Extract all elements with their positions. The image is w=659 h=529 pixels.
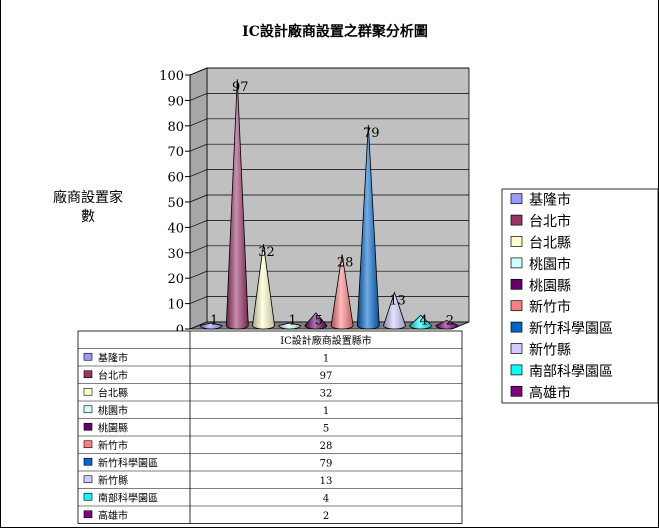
y-tick-label: 80 — [167, 120, 184, 135]
table-row-value: 4 — [323, 493, 329, 504]
legend-swatch — [510, 343, 523, 354]
gridline-depth — [189, 67, 208, 76]
cone-mark — [252, 244, 275, 330]
table-row-name: 南部科學園區 — [98, 491, 158, 504]
gridline-depth — [189, 169, 208, 177]
legend-entry: 台北市 — [529, 213, 571, 230]
y-axis-label-cont: 數 — [81, 209, 95, 225]
table-row-name: 高雄市 — [98, 509, 128, 522]
y-tick-label: 100 — [159, 69, 184, 84]
table-swatch — [83, 440, 93, 449]
table-swatch — [83, 405, 93, 414]
table-row-value: 1 — [323, 406, 329, 417]
table-row-name: 台北市 — [98, 369, 128, 382]
data-label: 28 — [337, 255, 354, 270]
y-tick-label: 40 — [167, 221, 184, 236]
gridline-depth — [189, 194, 208, 203]
table-row-value: 97 — [320, 371, 333, 382]
table-swatch — [83, 457, 93, 466]
legend-entry: 台北縣 — [529, 236, 571, 252]
legend-swatch — [510, 300, 523, 312]
y-tick-label: 60 — [167, 171, 184, 186]
data-label: 4 — [420, 314, 428, 329]
data-table — [77, 330, 463, 524]
table-row-value: 5 — [323, 423, 329, 434]
legend-swatch — [510, 364, 523, 376]
cone-mark — [225, 79, 249, 330]
table-row-name: 基隆市 — [98, 351, 128, 364]
legend-entry: 南部科學園區 — [529, 364, 613, 380]
cone-mark — [278, 322, 302, 330]
table-row-value: 1 — [323, 353, 329, 364]
data-label: 13 — [389, 293, 406, 308]
legend-entry: 基隆市 — [529, 192, 571, 209]
table-row-name: 桃園市 — [98, 404, 128, 417]
legend-entry: 高雄市 — [529, 384, 571, 401]
data-label: 97 — [232, 80, 249, 95]
table-swatch — [83, 422, 93, 431]
cone-mark — [356, 124, 380, 330]
legend-swatch — [510, 321, 523, 333]
gridline-depth — [189, 270, 208, 279]
legend-swatch — [510, 278, 523, 290]
table-swatch — [83, 510, 93, 519]
table-row-value: 79 — [320, 458, 333, 469]
table-swatch — [83, 352, 93, 361]
table-row-name: 新竹市 — [98, 439, 128, 452]
y-tick-label: 50 — [167, 196, 184, 211]
table-row-name: 新竹科學園區 — [98, 456, 158, 469]
data-label: 32 — [258, 245, 275, 260]
cone-mark — [330, 254, 354, 330]
legend-entry: 桃園縣 — [529, 278, 571, 294]
gridline-depth — [189, 143, 208, 152]
table-row-name: 新竹縣 — [98, 474, 128, 487]
y-tick-label: 90 — [167, 94, 184, 109]
cone-mark — [199, 322, 223, 330]
legend-swatch — [510, 257, 523, 269]
legend-swatch — [510, 236, 523, 247]
gridline-depth — [189, 220, 208, 228]
gridline-depth — [189, 118, 208, 127]
legend-entry: 桃園市 — [529, 256, 571, 273]
table-swatch — [83, 492, 93, 501]
legend-swatch — [510, 214, 523, 226]
y-tick-label: 10 — [167, 298, 184, 313]
y-tick-label: 70 — [167, 145, 184, 160]
legend — [501, 188, 659, 404]
table-row-value: 2 — [323, 511, 329, 522]
y-tick-label: 0 — [176, 323, 184, 338]
table-header: IC設計廠商設置縣市 — [280, 334, 372, 347]
table-swatch — [83, 387, 93, 396]
y-tick-label: 20 — [167, 272, 184, 287]
gridline-depth — [189, 296, 208, 304]
table-row-value: 32 — [320, 388, 333, 399]
table-row-value: 13 — [320, 476, 333, 487]
data-label: 1 — [289, 314, 297, 329]
gridline-depth — [189, 245, 208, 254]
gridline-depth — [189, 93, 208, 101]
table-swatch — [83, 370, 93, 379]
table-row-value: 28 — [320, 441, 333, 452]
y-tick-label: 30 — [167, 247, 184, 262]
table-row-name: 台北縣 — [98, 386, 128, 399]
data-label: 2 — [446, 314, 454, 329]
table-row-name: 桃園縣 — [98, 421, 128, 434]
legend-entry: 新竹市 — [529, 299, 571, 316]
legend-swatch — [510, 193, 523, 205]
legend-entry: 新竹縣 — [529, 343, 571, 359]
data-label: 1 — [210, 314, 218, 329]
legend-entry: 新竹科學園區 — [529, 321, 613, 337]
y-axis-label: 廠商設置家 — [53, 189, 123, 206]
cone-mark — [409, 314, 433, 330]
cone-mark — [435, 319, 459, 330]
table-swatch — [83, 475, 93, 484]
data-label: 5 — [315, 314, 323, 329]
cone-mark — [304, 312, 328, 330]
chart-title: IC設計廠商設置之群聚分析圖 — [242, 23, 428, 40]
data-label: 79 — [363, 126, 380, 141]
cone-mark — [383, 291, 406, 330]
legend-swatch — [510, 385, 523, 397]
